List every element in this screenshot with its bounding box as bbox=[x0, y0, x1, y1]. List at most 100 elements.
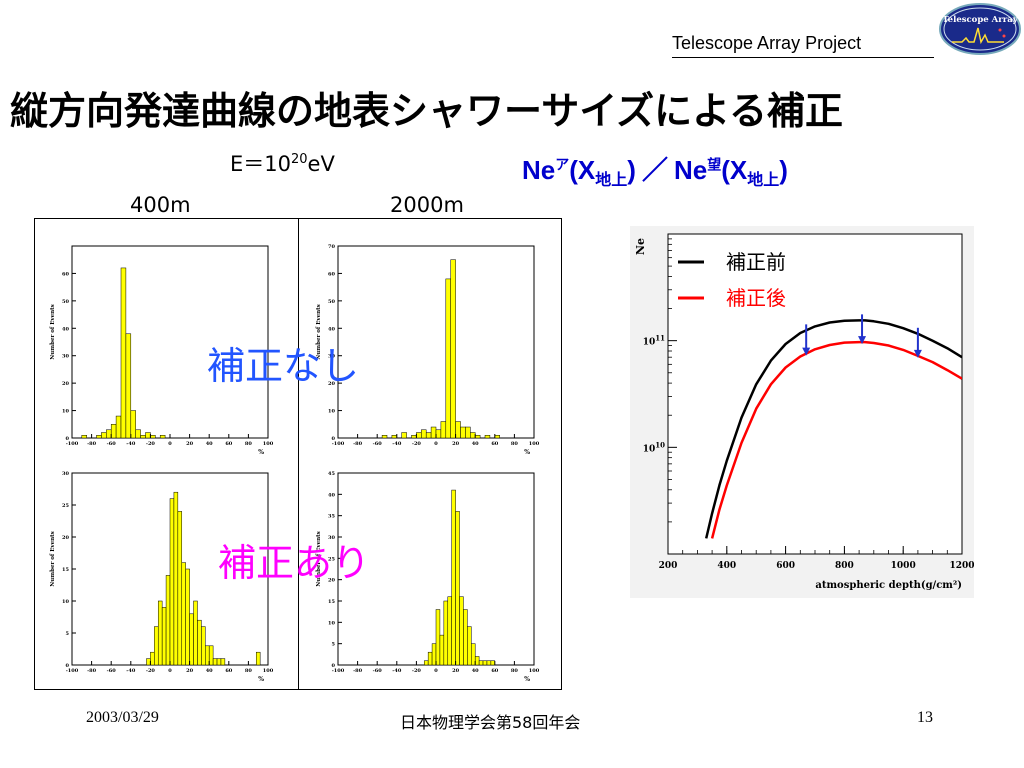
y-tick-label: 0 bbox=[66, 663, 70, 669]
histogram-bar bbox=[157, 600, 163, 666]
histogram-bar bbox=[106, 429, 112, 439]
x-axis-label: % bbox=[258, 449, 264, 456]
histogram-bar bbox=[201, 626, 206, 666]
x-tick-label: 20 bbox=[452, 668, 459, 674]
energy-label: E＝1020eV bbox=[230, 152, 335, 176]
histogram-bar bbox=[208, 645, 214, 666]
x-tick-label: 800 bbox=[835, 561, 854, 571]
x-tick-label: 80 bbox=[245, 668, 252, 674]
y-tick-label: 40 bbox=[62, 326, 69, 332]
y-tick-label: 20 bbox=[62, 381, 69, 387]
x-tick-label: 100 bbox=[263, 668, 274, 674]
x-tick-label: -20 bbox=[412, 441, 422, 447]
histogram-bar bbox=[115, 415, 122, 439]
x-tick-label: 60 bbox=[491, 668, 498, 674]
histogram-bar bbox=[440, 421, 447, 439]
legend-label: 補正後 bbox=[726, 286, 786, 310]
x-tick-label: 40 bbox=[206, 668, 213, 674]
correction-arrow-head bbox=[913, 349, 922, 358]
histogram-bar bbox=[467, 626, 472, 666]
histogram-bar bbox=[465, 426, 471, 439]
histogram-bar bbox=[150, 651, 155, 666]
histogram-bar bbox=[165, 575, 171, 666]
ne-ratio-title: Neア(X地上) ／ Ne望(X地上) bbox=[522, 155, 788, 190]
histogram-bar bbox=[381, 435, 388, 439]
y-tick-label: 40 bbox=[328, 492, 335, 498]
y-tick-label: 0 bbox=[66, 436, 70, 442]
x-tick-label: -100 bbox=[66, 668, 79, 674]
histogram-bar bbox=[101, 432, 107, 439]
histogram-bar bbox=[435, 609, 441, 666]
x-tick-label: 40 bbox=[206, 441, 213, 447]
x-tick-label: 40 bbox=[472, 441, 479, 447]
histogram-bar bbox=[130, 410, 136, 439]
histogram-bar bbox=[435, 429, 442, 439]
y-tick-label: 1011 bbox=[643, 334, 665, 348]
histogram-bar bbox=[255, 651, 261, 666]
y-axis-label: Number of Events bbox=[316, 531, 322, 586]
y-tick-label: 5 bbox=[66, 631, 70, 637]
footer-conference: 日本物理学会第58回年会 bbox=[400, 713, 581, 732]
histogram-2000m-after: -100 -80 -60 -40 -20 0 20 40 60 80 100 0 5 10 15 20 25 30… bbox=[316, 471, 540, 683]
x-tick-label: -80 bbox=[353, 668, 363, 674]
logo-text: Telescope Array bbox=[942, 15, 1018, 25]
histogram-bar bbox=[471, 643, 476, 666]
histogram-bar bbox=[443, 600, 449, 666]
y-tick-label: 10 bbox=[62, 599, 69, 605]
y-tick-label: 0 bbox=[332, 663, 336, 669]
y-tick-label: 60 bbox=[328, 271, 335, 277]
x-tick-label: 0 bbox=[168, 668, 172, 674]
histogram-bar bbox=[459, 596, 464, 666]
y-tick-label: 15 bbox=[62, 567, 69, 573]
histogram-bar bbox=[189, 613, 194, 666]
plot-frame bbox=[71, 245, 269, 439]
x-tick-label: 0 bbox=[434, 441, 438, 447]
y-tick-label: 5 bbox=[332, 642, 336, 648]
column-label-400m: 400m bbox=[130, 193, 191, 217]
footer-date: 2003/03/29 bbox=[86, 709, 159, 726]
histogram-bar bbox=[161, 607, 167, 666]
histogram-bar bbox=[490, 660, 496, 666]
histogram-400m-before: -100 -80 -60 -40 -20 0 20 40 60 80 100 0 10 20 30 40 50 6… bbox=[50, 245, 274, 456]
x-tick-label: -100 bbox=[66, 441, 79, 447]
histogram-bar bbox=[197, 619, 202, 666]
histogram-bar bbox=[193, 600, 198, 666]
y-tick-label: 1010 bbox=[643, 440, 665, 454]
y-tick-label: 10 bbox=[62, 409, 69, 415]
x-axis-label: % bbox=[524, 676, 530, 683]
x-tick-label: 600 bbox=[776, 561, 795, 571]
y-axis-label: Ne bbox=[634, 238, 647, 255]
y-tick-label: 35 bbox=[328, 514, 335, 520]
y-tick-label: 20 bbox=[328, 381, 335, 387]
histogram-bar bbox=[445, 278, 451, 439]
histogram-bar bbox=[177, 511, 183, 666]
y-tick-label: 15 bbox=[328, 599, 335, 605]
x-tick-label: -80 bbox=[87, 668, 97, 674]
x-tick-label: -20 bbox=[146, 441, 156, 447]
x-tick-label: -20 bbox=[146, 668, 156, 674]
histogram-bar bbox=[159, 435, 166, 439]
histogram-bar bbox=[431, 643, 437, 666]
x-tick-label: -100 bbox=[332, 668, 345, 674]
y-tick-label: 40 bbox=[328, 326, 335, 332]
x-tick-label: 60 bbox=[225, 441, 232, 447]
x-tick-label: 100 bbox=[529, 441, 540, 447]
x-tick-label: -60 bbox=[373, 441, 383, 447]
histogram-bar bbox=[423, 660, 429, 666]
histogram-bar bbox=[120, 267, 127, 439]
x-tick-label: 400 bbox=[717, 561, 736, 571]
histogram-bar bbox=[81, 435, 87, 439]
y-tick-label: 50 bbox=[62, 299, 69, 305]
histogram-bar bbox=[411, 435, 417, 439]
x-tick-label: -80 bbox=[87, 441, 97, 447]
x-tick-label: 20 bbox=[186, 668, 193, 674]
histogram-bar bbox=[430, 426, 437, 439]
histogram-bar bbox=[173, 491, 179, 666]
overlay-label-after: 補正あり bbox=[218, 541, 371, 585]
histogram-bar bbox=[421, 429, 427, 439]
histogram-bar bbox=[447, 596, 452, 666]
y-tick-label: 45 bbox=[328, 471, 335, 477]
histogram-bar bbox=[484, 435, 491, 439]
histogram-bar bbox=[460, 426, 466, 439]
histogram-bar bbox=[135, 429, 141, 439]
